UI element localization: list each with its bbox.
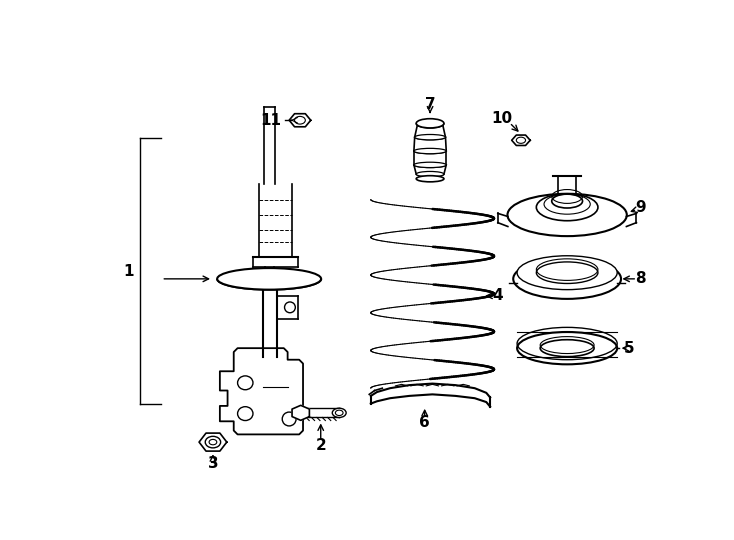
Text: 8: 8 [635, 272, 646, 286]
Text: 11: 11 [260, 113, 281, 128]
Text: 1: 1 [123, 264, 134, 279]
Text: 6: 6 [419, 415, 430, 430]
Text: 2: 2 [316, 438, 326, 454]
Ellipse shape [416, 171, 444, 177]
Ellipse shape [537, 262, 598, 284]
Ellipse shape [552, 194, 583, 208]
Ellipse shape [507, 194, 627, 236]
Polygon shape [199, 433, 227, 451]
Ellipse shape [415, 134, 446, 140]
Text: 3: 3 [208, 456, 218, 471]
Ellipse shape [217, 268, 321, 289]
Text: 7: 7 [425, 97, 435, 112]
Ellipse shape [537, 194, 598, 221]
Ellipse shape [333, 408, 346, 417]
Text: 10: 10 [491, 111, 512, 126]
Ellipse shape [513, 259, 621, 299]
Text: 9: 9 [635, 200, 646, 215]
Ellipse shape [517, 256, 617, 289]
Polygon shape [292, 406, 310, 420]
Text: 5: 5 [623, 341, 634, 356]
Ellipse shape [414, 162, 446, 167]
Polygon shape [289, 114, 310, 127]
Ellipse shape [416, 176, 444, 182]
Ellipse shape [414, 148, 446, 154]
Text: 4: 4 [493, 288, 503, 303]
Ellipse shape [517, 332, 617, 365]
Ellipse shape [540, 340, 594, 356]
Polygon shape [512, 135, 530, 145]
Ellipse shape [416, 119, 444, 128]
